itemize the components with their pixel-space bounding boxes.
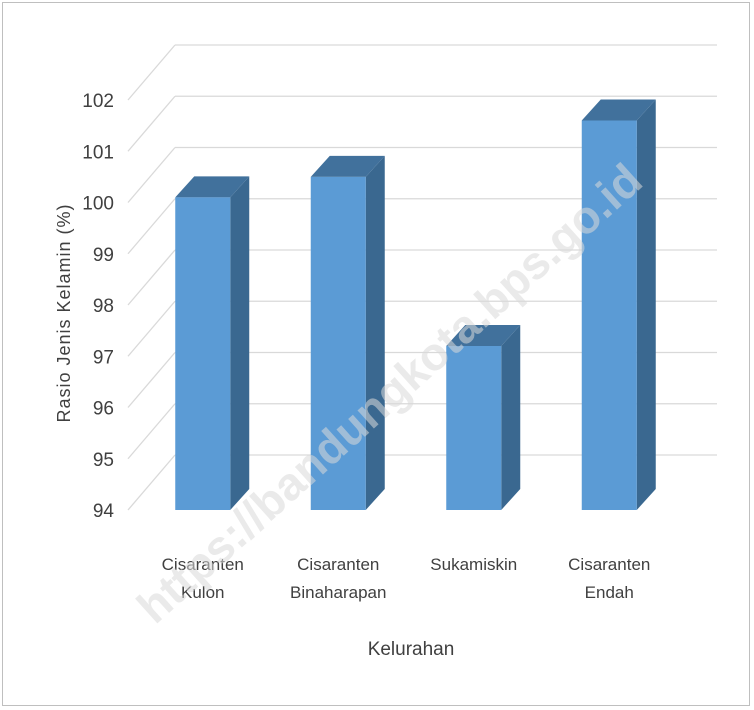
bar (175, 176, 250, 510)
bar-side (501, 325, 521, 510)
bars (175, 99, 656, 510)
x-axis-title: Kelurahan (368, 639, 455, 660)
y-axis-ticks: 94 95 96 97 98 99 100 101 102 (82, 91, 114, 522)
x-axis-categories: Cisaranten Kulon Cisaranten Binaharapan Suka… (162, 555, 651, 602)
y-axis-title: Rasio Jenis Kelamin (%) (54, 203, 74, 422)
gridline-depth (127, 300, 176, 357)
gridline-depth (127, 44, 176, 101)
y-tick-label: 98 (93, 296, 114, 317)
gridline-depth (127, 249, 176, 306)
bar (446, 325, 521, 510)
gridline-depth (127, 198, 176, 255)
y-tick-label: 94 (93, 501, 115, 522)
y-tick-label: 95 (93, 450, 114, 471)
x-category-label: Cisaranten Kulon (162, 555, 244, 602)
y-tick-label: 96 (93, 399, 114, 420)
bar (310, 155, 385, 510)
bar-top (581, 99, 656, 121)
bar-side (636, 99, 656, 510)
x-category-label: Cisaranten Binaharapan (290, 555, 386, 602)
bar-top (310, 155, 385, 177)
bar-side (365, 155, 385, 510)
y-tick-label: 102 (82, 91, 114, 112)
y-tick-label: 101 (82, 142, 114, 163)
bar-front (581, 120, 637, 510)
gridline-depth (127, 147, 176, 203)
bar-front (175, 197, 231, 510)
bar-top (446, 325, 521, 346)
y-tick-label: 100 (82, 194, 114, 215)
x-category-label: Sukamiskin (430, 555, 517, 574)
gridline-depth (127, 95, 176, 152)
bar-top (175, 176, 250, 198)
gridline-depth (127, 352, 176, 408)
bar-front (446, 346, 502, 510)
bar-front (310, 176, 366, 510)
y-tick-label: 99 (93, 245, 114, 266)
x-category-label: Cisaranten Endah (568, 555, 650, 602)
gridline-depth (127, 454, 176, 511)
bar-side (230, 176, 250, 510)
gridline-depth (127, 403, 176, 460)
y-tick-label: 97 (93, 347, 114, 368)
bar (581, 99, 656, 510)
